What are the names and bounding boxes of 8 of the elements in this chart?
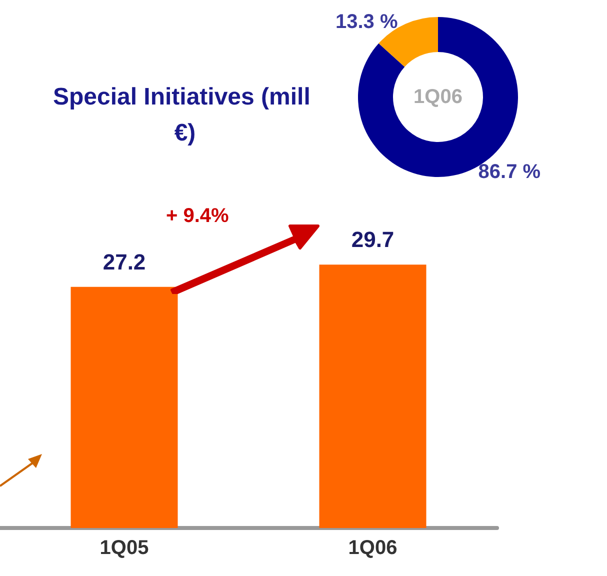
data-label: 86.7 % [478, 160, 541, 183]
data-label: 27.2 [102, 249, 146, 274]
data-label: 29.7 [351, 227, 394, 252]
chart-title: Special Initiatives (mill €) [52, 84, 318, 146]
text: 1Q06 [414, 86, 462, 108]
x-tick-label: 1Q05 [100, 537, 149, 559]
text: + 9.4% [166, 205, 230, 227]
data-label: 13.3 % [335, 11, 398, 34]
